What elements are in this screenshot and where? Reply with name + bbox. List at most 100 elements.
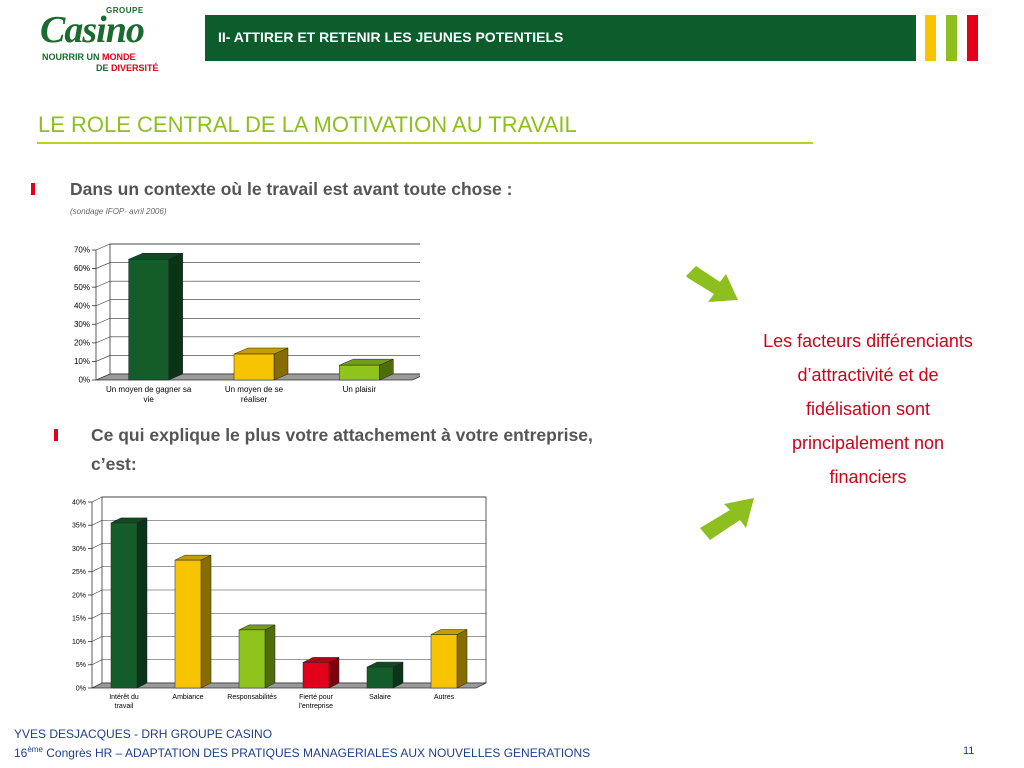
bar [174, 559, 202, 689]
y-tick-label: 10% [72, 639, 86, 646]
footer-event: 16ème Congrès HR – ADAPTATION DES PRATIQ… [14, 745, 590, 760]
bar-side [136, 517, 148, 689]
red-stripe [967, 15, 978, 61]
footer-author: YVES DESJACQUES - DRH GROUPE CASINO [14, 727, 273, 741]
logo-tagline-2a: DE [96, 63, 112, 73]
attachment-chart: 0% 5% 10% 15% 20% 25% 30% 35% 40% Intérêt du trava… [72, 496, 487, 710]
y-tick-label: 30% [72, 546, 86, 553]
gridline-side [91, 636, 103, 642]
gridline-side [95, 243, 111, 251]
bar [339, 364, 380, 381]
bar [430, 634, 458, 689]
gridline-side [95, 299, 111, 306]
page-number: 11 [963, 745, 975, 757]
gridline-side [91, 543, 103, 549]
motivation-chart: 0% 10% 20% 30% 40% 50% 60% 70% Un moyen de gagne… [74, 243, 420, 404]
x-category-label: vie [144, 395, 155, 404]
gridline-side [95, 262, 111, 269]
x-category-label: l'entreprise [299, 703, 333, 710]
x-category-label: travail [115, 703, 134, 710]
gridline-side [95, 355, 111, 362]
bullet-marker-1 [31, 183, 35, 195]
y-tick-label: 30% [74, 320, 90, 329]
bar [302, 662, 330, 689]
chart-floor [91, 682, 487, 689]
casino-logo: GROUPE Casino NOURRIR UN MONDE DE DIVERS… [40, 4, 180, 76]
y-tick-label: 15% [72, 616, 86, 623]
logo-tagline-2: DE DIVERSITÉ [96, 63, 159, 73]
gridline-side [91, 566, 103, 573]
bullet-2-line-1: Ce qui explique le plus votre attachemen… [91, 425, 593, 445]
chart-2-plot: 0% 5% 10% 15% 20% 25% 30% 35% 40% Intérêt du trava… [72, 496, 487, 710]
y-tick-label: 70% [74, 246, 90, 255]
gridline-side [91, 659, 103, 666]
bar [238, 629, 266, 689]
x-category-label: Fierté pour [299, 694, 334, 701]
survey-note: (sondage IFOP- avril 2006) [70, 207, 167, 216]
x-category-label: Autres [434, 694, 455, 701]
footer-event-text: Congrès HR – ADAPTATION DES PRATIQUES MA… [42, 746, 591, 760]
y-tick-label: 40% [74, 301, 90, 310]
bar-side [200, 554, 212, 689]
gridline-side [91, 496, 103, 503]
logo-groupe-text: GROUPE [106, 6, 144, 15]
bar-side [456, 629, 468, 689]
bar-side [264, 624, 276, 689]
y-tick-label: 50% [74, 283, 90, 292]
y-tick-label: 0% [76, 685, 86, 692]
bar [233, 353, 275, 381]
arrow-down-right-icon [686, 266, 738, 302]
bullet-1-text: Dans un contexte où le travail est avant… [70, 179, 513, 199]
y-tick-label: 0% [78, 376, 90, 385]
x-category-label: Responsabilités [227, 694, 277, 701]
bullet-marker-2 [54, 429, 58, 441]
bar-side [168, 252, 183, 381]
gridline-side [95, 280, 111, 288]
gridline-side [91, 519, 103, 526]
bullet-2-line-2: c’est: [91, 454, 137, 474]
y-tick-label: 20% [74, 339, 90, 348]
callout-line: Les facteurs différenciants [763, 331, 973, 351]
callout-line: fidélisation sont [805, 399, 931, 419]
arrow-up-right-icon [700, 498, 754, 540]
y-tick-label: 20% [72, 592, 86, 599]
logo-brand-text: Casino [40, 9, 145, 51]
chart-1-plot: 0% 10% 20% 30% 40% 50% 60% 70% Un moyen de gagne… [74, 243, 420, 404]
bar-side [328, 657, 340, 689]
x-category-label: Salaire [369, 694, 391, 701]
callout-line: principalement non [791, 433, 945, 453]
yellow-stripe [925, 15, 936, 61]
logo-tagline-1b: MONDE [102, 52, 136, 62]
footer-event-sup: ème [27, 745, 43, 754]
x-category-label: réaliser [241, 395, 268, 404]
y-tick-label: 25% [72, 569, 86, 576]
y-tick-label: 5% [76, 662, 86, 669]
gridline-side [95, 318, 111, 325]
logo-tagline-2b: DIVERSITÉ [111, 63, 159, 73]
callout-line: financiers [829, 467, 907, 487]
y-tick-label: 10% [74, 357, 90, 366]
x-category-label: Un moyen de gagner sa [106, 385, 192, 394]
title-underline [37, 142, 813, 144]
header-title: II- ATTIRER ET RETENIR LES JEUNES POTENT… [218, 29, 564, 45]
x-category-label: Un plaisir [343, 385, 377, 394]
y-tick-label: 35% [72, 523, 86, 530]
green-stripe [946, 15, 957, 61]
gridline-side [95, 336, 111, 344]
header-bar [205, 15, 916, 61]
gridline-side [91, 589, 103, 596]
callout-line: d’attractivité et de [797, 365, 939, 385]
gridline-side [91, 612, 103, 619]
bar [128, 259, 169, 381]
slide-title: LE ROLE CENTRAL DE LA MOTIVATION AU TRAV… [38, 112, 577, 137]
logo-tagline-1a: NOURRIR UN [42, 52, 102, 62]
x-category-label: Un moyen de se [225, 385, 284, 394]
logo-tagline-1: NOURRIR UN MONDE [42, 52, 136, 62]
y-tick-label: 40% [72, 499, 86, 506]
bar [366, 666, 394, 689]
x-category-label: Ambiance [172, 694, 203, 701]
y-tick-label: 60% [74, 264, 90, 273]
bar [110, 522, 138, 689]
x-category-label: Intérêt du [109, 694, 139, 701]
footer-event-number: 16 [14, 746, 28, 760]
